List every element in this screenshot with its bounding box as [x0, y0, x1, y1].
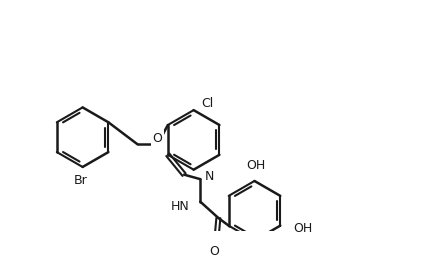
Text: N: N [205, 170, 214, 183]
Text: HN: HN [171, 200, 190, 213]
Text: OH: OH [293, 222, 312, 235]
Text: Br: Br [74, 174, 88, 187]
Text: O: O [209, 245, 219, 256]
Text: Cl: Cl [201, 97, 213, 110]
Text: O: O [153, 132, 163, 145]
Text: OH: OH [247, 159, 266, 172]
